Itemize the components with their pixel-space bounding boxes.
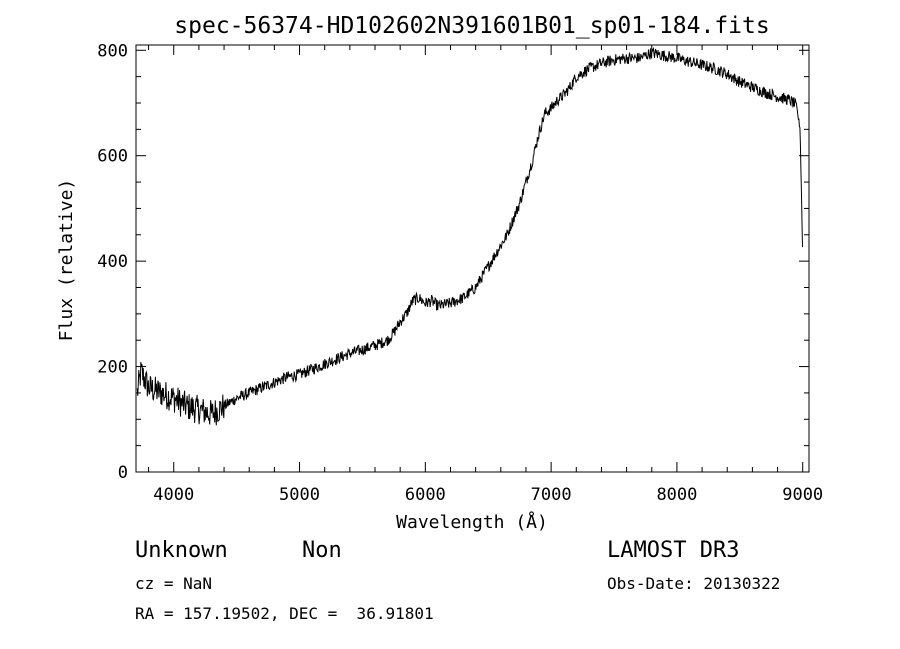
object-class: Unknown: [135, 538, 228, 563]
x-tick-label: 7000: [531, 485, 572, 505]
coordinates: RA = 157.19502, DEC = 36.91801: [135, 604, 434, 623]
plot-border: [135, 44, 810, 473]
chart-title: spec-56374-HD102602N391601B01_sp01-184.f…: [174, 13, 769, 39]
x-tick-label: 4000: [153, 485, 194, 505]
y-tick-label: 800: [97, 41, 128, 61]
x-tick-label: 5000: [279, 485, 320, 505]
y-axis-label: Flux (relative): [56, 179, 77, 342]
x-axis: 4000 5000 6000 7000 8000 9000: [148, 45, 823, 505]
redshift-value: cz = NaN: [135, 574, 213, 593]
object-subclass: Non: [302, 538, 342, 563]
y-tick-label: 200: [97, 358, 128, 378]
x-tick-label: 9000: [782, 485, 823, 505]
y-tick-label: 400: [97, 252, 128, 272]
x-tick-label: 6000: [405, 485, 446, 505]
y-tick-label: 600: [97, 147, 128, 167]
plot-area: [135, 44, 810, 473]
x-tick-label: 8000: [656, 485, 697, 505]
y-axis: 0 200 400 600 800: [97, 41, 809, 483]
spectrum-line: [136, 46, 803, 426]
x-axis-label: Wavelength (Å): [396, 511, 548, 533]
observation-date: Obs-Date: 20130322: [607, 574, 781, 593]
y-tick-label: 0: [118, 463, 128, 483]
spectrum-series: [136, 46, 803, 426]
survey-name: LAMOST DR3: [607, 538, 740, 563]
